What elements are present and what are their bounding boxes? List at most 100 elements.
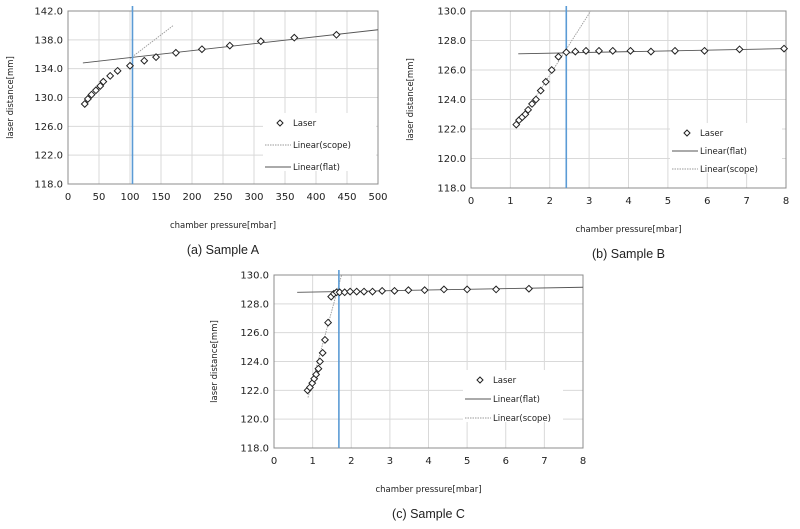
data-point: [332, 30, 341, 39]
data-point: [346, 287, 355, 296]
y-tick-label: 118.0: [34, 180, 63, 191]
y-tick-label: 128.0: [240, 299, 269, 310]
y-tick-label: 122.0: [437, 125, 466, 136]
data-point: [324, 318, 333, 327]
data-point: [700, 46, 709, 55]
data-point: [531, 95, 540, 104]
data-point: [113, 66, 122, 75]
x-tick-label: 5: [464, 456, 470, 467]
x-tick-label: 2: [547, 196, 553, 207]
x-tick-label: 3: [586, 196, 592, 207]
x-tick-label: 100: [120, 192, 139, 203]
x-tick-label: 3: [387, 456, 393, 467]
y-tick-label: 118.0: [240, 444, 269, 455]
data-point: [125, 61, 135, 70]
x-tick-label: 250: [213, 192, 232, 203]
data-point: [152, 53, 161, 62]
data-point: [626, 46, 635, 55]
legend-diamond-icon: [276, 119, 284, 127]
chart-panel-a: 0 50 100 150 200 250 300 350 400 450 500 118.0 122.0…: [6, 6, 388, 257]
data-point: [197, 45, 206, 54]
x-axis-title: chamber pressure[mbar]: [170, 221, 276, 231]
x-tick-label: 7: [541, 456, 547, 467]
y-tick-label: 124.0: [240, 357, 269, 368]
y-axis-title: laser distance[mm]: [406, 58, 416, 141]
y-tick-label: 126.0: [240, 328, 269, 339]
data-point: [318, 348, 327, 357]
x-axis-title: chamber pressure[mbar]: [575, 225, 681, 235]
legend-label: Linear(flat): [293, 163, 340, 173]
x-tick-label: 0: [65, 192, 71, 203]
data-point: [312, 370, 321, 379]
data-point: [670, 46, 679, 55]
x-tick-label: 1: [507, 196, 513, 207]
data-point: [492, 285, 501, 294]
y-tick-label: 126.0: [34, 122, 63, 133]
x-tick-label: 6: [704, 196, 710, 207]
x-tick-label: 50: [93, 192, 106, 203]
data-point: [439, 285, 448, 294]
y-tick-label: 118.0: [437, 184, 466, 195]
data-point: [562, 48, 571, 57]
plot-area: [273, 274, 584, 449]
x-tick-label: 6: [503, 456, 509, 467]
y-tick-label: 128.0: [437, 36, 466, 47]
data-point: [106, 71, 115, 80]
data-point: [547, 65, 556, 75]
y-tick-label: 138.0: [34, 35, 63, 46]
chart-panel-b: 0 1 2 3 4 5 6 7 8 118.0 120.0 122.0 124.0 126.0 128.0 1…: [406, 6, 789, 261]
x-tick-label: 200: [182, 192, 201, 203]
data-point: [256, 37, 265, 46]
data-point: [554, 52, 563, 61]
data-point: [528, 99, 537, 108]
data-point: [735, 45, 744, 54]
legend-diamond-icon: [683, 129, 691, 137]
y-tick-label: 134.0: [34, 64, 63, 75]
data-point: [99, 77, 108, 86]
y-axis-title: laser distance[mm]: [210, 320, 220, 403]
chart-caption: (b) Sample B: [592, 247, 665, 261]
data-point: [87, 90, 96, 99]
legend-label: Linear(scope): [493, 414, 551, 424]
data-point: [524, 284, 533, 293]
data-point: [80, 99, 89, 108]
x-tick-label: 150: [151, 192, 170, 203]
x-tick-label: 0: [271, 456, 277, 467]
data-point: [581, 46, 590, 55]
plot-area: [470, 10, 787, 189]
data-point: [541, 77, 550, 86]
y-tick-label: 130.0: [240, 271, 269, 282]
x-tick-label: 300: [244, 192, 263, 203]
x-tick-label: 400: [306, 192, 325, 203]
legend-label: Laser: [700, 129, 724, 139]
chart-caption: (a) Sample A: [187, 243, 260, 257]
y-tick-label: 130.0: [437, 7, 466, 18]
data-point: [225, 41, 234, 50]
data-point: [96, 81, 105, 90]
legend-label: Linear(flat): [700, 147, 747, 157]
x-tick-label: 4: [625, 196, 631, 207]
data-point: [315, 357, 324, 366]
x-tick-label: 8: [580, 456, 586, 467]
y-tick-label: 130.0: [34, 93, 63, 104]
y-tick-label: 142.0: [34, 7, 63, 18]
y-tick-label: 124.0: [437, 95, 466, 106]
plot-area: [67, 10, 379, 185]
data-point: [524, 105, 533, 114]
x-tick-label: 2: [348, 456, 354, 467]
data-point: [171, 48, 180, 57]
trendline-linear-scope: [129, 25, 174, 59]
data-point: [571, 47, 580, 56]
legend-label: Laser: [493, 376, 517, 386]
x-tick-label: 8: [783, 196, 789, 207]
data-point: [390, 286, 399, 295]
data-point: [290, 33, 299, 42]
data-point: [83, 94, 92, 103]
data-point: [320, 335, 329, 344]
data-point: [404, 286, 413, 295]
y-tick-label: 126.0: [437, 66, 466, 77]
x-tick-label: 500: [368, 192, 387, 203]
x-tick-label: 0: [468, 196, 474, 207]
legend-label: Linear(flat): [493, 395, 540, 405]
